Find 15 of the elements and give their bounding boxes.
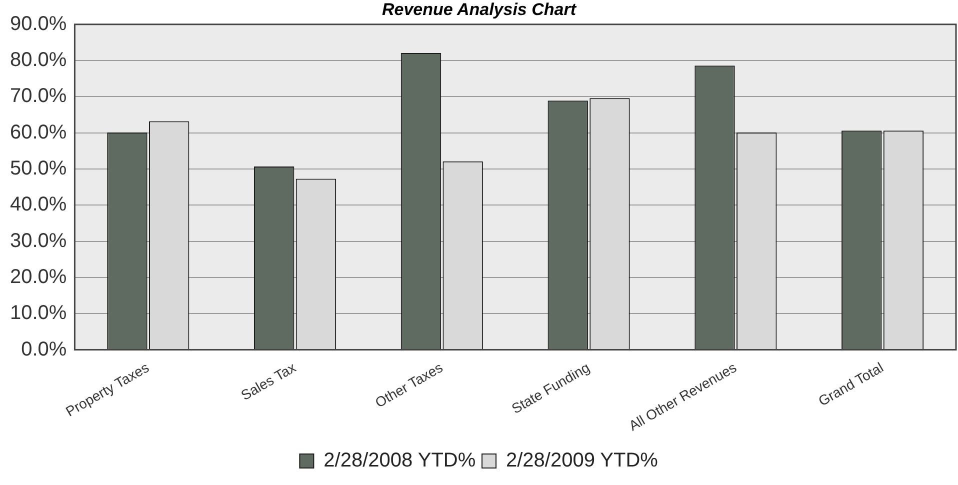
chart-title: Revenue Analysis Chart — [382, 0, 578, 19]
y-tick-label: 60.0% — [10, 121, 67, 144]
y-tick-label: 0.0% — [21, 338, 67, 360]
legend-label: 2/28/2008 YTD% — [324, 450, 476, 472]
y-tick-label: 70.0% — [10, 85, 67, 108]
y-tick-label: 10.0% — [10, 302, 67, 324]
x-tick-label: Sales Tax — [238, 359, 298, 404]
y-tick-label: 20.0% — [10, 266, 67, 288]
legend-label: 2/28/2009 YTD% — [506, 450, 658, 472]
y-tick-label: 40.0% — [10, 194, 67, 216]
x-tick-label: Other Taxes — [372, 359, 446, 411]
y-tick-label: 30.0% — [10, 230, 67, 252]
y-tick-label: 80.0% — [10, 49, 67, 72]
y-tick-label: 50.0% — [10, 158, 67, 180]
y-tick-label: 90.0% — [10, 12, 67, 35]
